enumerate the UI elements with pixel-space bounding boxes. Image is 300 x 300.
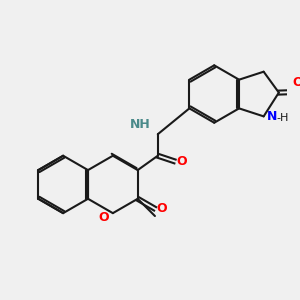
Text: NH: NH xyxy=(130,118,151,131)
Text: -H: -H xyxy=(277,113,289,123)
Text: O: O xyxy=(176,155,187,168)
Text: O: O xyxy=(157,202,167,215)
Text: O: O xyxy=(292,76,300,89)
Text: O: O xyxy=(98,211,109,224)
Text: N: N xyxy=(266,110,277,123)
